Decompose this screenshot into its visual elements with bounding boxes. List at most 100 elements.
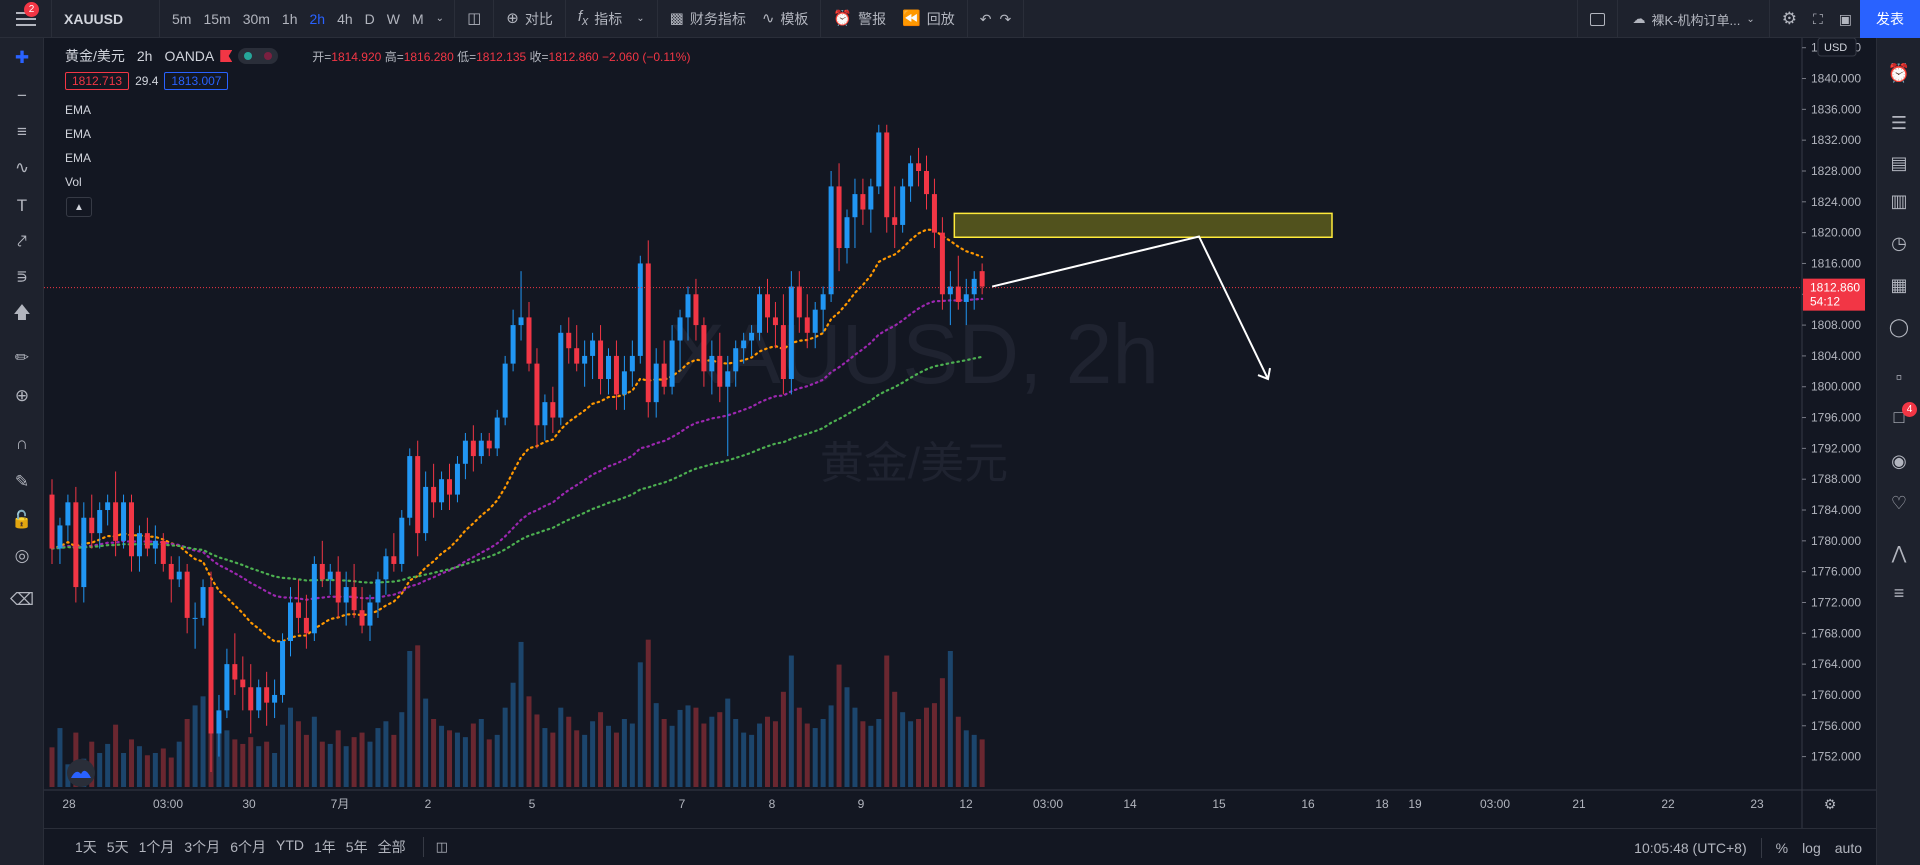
templates-button[interactable]: ∿ 模板 (754, 0, 817, 38)
eye-icon[interactable]: ◎ (14, 546, 30, 565)
candle-body (216, 710, 222, 734)
arrow-up-icon[interactable]: 🡅 (13, 302, 31, 322)
low-value: 1812.135 (476, 49, 527, 64)
interval-5m[interactable]: 5m (172, 10, 192, 27)
indicator-ema-3[interactable]: EMA (65, 151, 92, 165)
alarm-clock-icon[interactable]: ⏰ (1887, 62, 1911, 83)
clock-icon[interactable]: ◷ (1891, 232, 1907, 253)
goto-date-icon[interactable]: ◫ (435, 839, 448, 854)
trend-line-icon[interactable]: − (17, 86, 27, 105)
redo-button[interactable]: ↷ (1000, 0, 1020, 38)
spread-value: 29.4 (135, 74, 159, 88)
interval-W[interactable]: W (386, 10, 400, 27)
interval-D[interactable]: D (364, 10, 375, 27)
volume-bar (240, 743, 246, 787)
market-status-toggle[interactable] (238, 48, 279, 64)
order-panel-icon[interactable]: ≡ (1893, 582, 1905, 603)
interval-30m[interactable]: 30m (242, 10, 270, 27)
volume-bar (272, 753, 278, 787)
fullscreen-button[interactable]: ⛶ (1805, 0, 1831, 38)
indicators-button[interactable]: fx 指标 ⌄ (570, 0, 653, 38)
bid-ask-row: 1812.713 29.4 1813.007 (65, 72, 229, 90)
layout-selector[interactable]: ☁ 裸K-机构订单... ⌄ (1622, 10, 1764, 29)
calendar-list-icon[interactable]: ▥ (1890, 190, 1908, 211)
interval-4h[interactable]: 4h (337, 10, 353, 27)
broadcast-icon[interactable]: ◉ (1891, 450, 1907, 471)
crosshair-icon[interactable]: ✚ (14, 48, 30, 67)
interval-chevron-down-icon[interactable]: ⌄ (435, 13, 445, 24)
candle-body (796, 286, 802, 318)
alert-button[interactable]: ⏰ 警报 (825, 0, 894, 38)
interval-15m[interactable]: 15m (203, 10, 231, 27)
interval-2h[interactable]: 2h (309, 10, 326, 27)
indicator-ema-1[interactable]: EMA (65, 103, 92, 117)
trash-icon[interactable]: ⌫ (9, 590, 35, 609)
currency-selector[interactable] (1817, 38, 1857, 57)
tradingview-logo[interactable] (67, 759, 95, 787)
price-chart[interactable]: XAUUSD, 2h黄金/美元1844.0001840.0001836.0001… (44, 38, 1876, 828)
zoom-in-icon[interactable]: ⊕ (14, 386, 30, 405)
compare-button[interactable]: ⊕ 对比 (498, 0, 561, 38)
indicator-volume[interactable]: Vol (65, 175, 82, 189)
axis-settings-icon[interactable]: ⚙ (1824, 796, 1837, 812)
log-scale-toggle[interactable]: log (1802, 839, 1821, 856)
interval-M[interactable]: M (412, 10, 424, 27)
chart-line-icon[interactable]: ⋀ (1891, 542, 1907, 563)
main-menu-button[interactable]: 2 (0, 0, 52, 38)
clock-timezone[interactable]: 10:05:48 (UTC+8) (1634, 839, 1747, 856)
volume-bar (431, 719, 437, 787)
financials-button[interactable]: ▩ 财务指标 (662, 0, 754, 38)
range-button[interactable]: 1年 (313, 839, 336, 855)
horizontal-lines-icon[interactable]: ≡ (17, 122, 27, 141)
magnet-icon[interactable]: ∩ (15, 434, 29, 453)
snapshot-button[interactable]: ▣ (1831, 0, 1860, 38)
lock-icon[interactable]: 🔓 (11, 510, 33, 529)
symbol-search-button[interactable]: XAUUSD (52, 0, 160, 38)
forecast-arrow[interactable] (991, 235, 1269, 380)
candle-body (431, 486, 437, 503)
range-button[interactable]: 5年 (345, 839, 368, 855)
interval-1h[interactable]: 1h (281, 10, 298, 27)
range-button[interactable]: 3个月 (184, 839, 221, 855)
range-button[interactable]: 1天 (75, 839, 97, 855)
ema-fast-line (50, 228, 984, 643)
settings-button[interactable]: ⚙ (1774, 0, 1805, 38)
range-button[interactable]: YTD (275, 837, 304, 853)
auto-scale-toggle[interactable]: auto (1834, 839, 1862, 856)
chart-type-button[interactable]: ◫ (459, 0, 489, 38)
bell-icon[interactable]: ♡ (1890, 492, 1908, 513)
watchlist-icon[interactable]: ☰ (1890, 112, 1908, 133)
supply-zone-rectangle[interactable] (953, 212, 1333, 239)
flag-icon[interactable] (220, 50, 233, 62)
publish-button[interactable]: 发表 (1860, 0, 1920, 38)
lightbulb-icon[interactable]: ◯ (1888, 316, 1910, 337)
undo-button[interactable]: ↶ (972, 0, 1000, 38)
watermark-name: 黄金/美元 (820, 439, 1008, 488)
pattern-icon[interactable]: ⤤ (17, 232, 27, 251)
chat-icon[interactable]: ▫ (1895, 366, 1903, 387)
path-icon[interactable]: ∿ (14, 158, 30, 177)
ema-mid-line (50, 297, 984, 601)
news-icon[interactable]: ▤ (1890, 152, 1908, 173)
candle-body (939, 232, 945, 295)
indicator-ema-2[interactable]: EMA (65, 127, 92, 141)
calendar-icon[interactable]: ▦ (1890, 274, 1908, 295)
layout-toggle-button[interactable] (1582, 0, 1613, 38)
collapse-legend-button[interactable]: ▲ (66, 197, 92, 217)
candle-body (232, 664, 238, 680)
range-button[interactable]: 5天 (106, 839, 129, 855)
ruler-icon[interactable]: ✏ (14, 348, 30, 367)
range-button[interactable]: 全部 (377, 839, 406, 855)
range-button[interactable]: 1个月 (138, 839, 175, 855)
text-icon[interactable]: T (16, 196, 28, 215)
replay-button[interactable]: ⏪ 回放 (894, 0, 963, 38)
sell-price-button[interactable]: 1812.713 (65, 72, 130, 90)
lock-pencil-icon[interactable]: ✎ (14, 472, 30, 491)
buy-price-button[interactable]: 1813.007 (164, 72, 229, 90)
percent-scale-toggle[interactable]: % (1775, 839, 1789, 856)
range-button[interactable]: 6个月 (230, 839, 266, 855)
chat-bubble-icon[interactable]: □ 4 (1877, 402, 1920, 432)
candle-body (454, 463, 460, 495)
candles-icon: ◫ (467, 9, 482, 27)
forecast-icon[interactable]: ⋾ (15, 268, 29, 287)
